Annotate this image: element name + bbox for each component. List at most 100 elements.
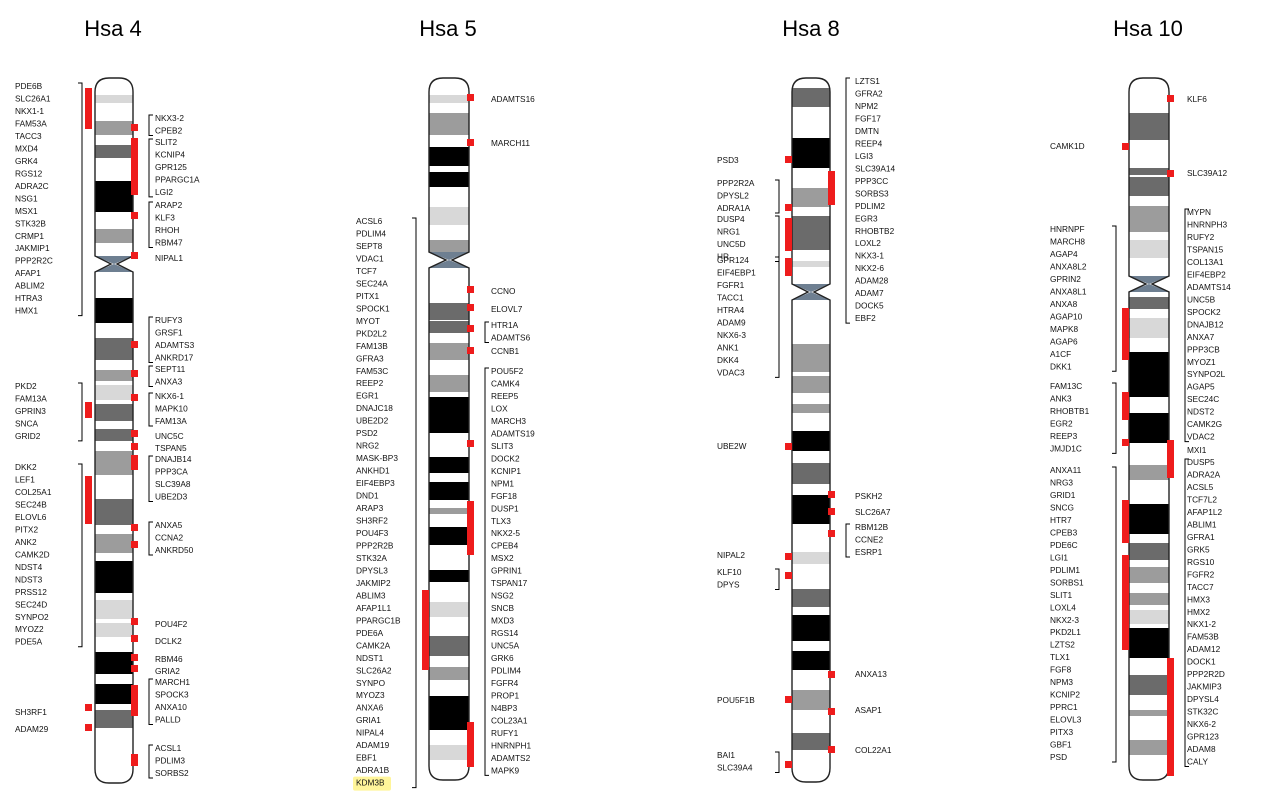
gene-label: JAKMIP1 (15, 243, 50, 253)
gene-label: SPOCK2 (1187, 307, 1221, 317)
chromosome-band (792, 344, 830, 372)
gene-label: SNCA (15, 418, 39, 428)
gene-group: TSPAN5 (155, 443, 187, 453)
chromosome-band (95, 229, 133, 243)
chromosome-band (1129, 740, 1169, 755)
gene-label: ADAM28 (855, 276, 889, 286)
gene-label: SEC24A (356, 278, 388, 288)
gene-label: TACC3 (15, 131, 42, 141)
gene-label: SNCG (1050, 502, 1074, 512)
gene-label: CCNA2 (155, 532, 184, 542)
locus-marker (131, 124, 138, 131)
gene-label: RGS14 (491, 628, 519, 638)
gene-label: HMX1 (15, 306, 38, 316)
gene-label: ANXA5 (155, 520, 183, 530)
chromosome-band (1129, 177, 1169, 196)
gene-label: DPYS (717, 579, 740, 589)
locus-span (467, 501, 474, 555)
gene-group: NKX3-2 CPEB2 (148, 113, 184, 136)
chromosome-band (792, 690, 830, 710)
gene-label: MXD4 (15, 143, 38, 153)
gene-label: COL23A1 (491, 715, 528, 725)
chromosome-band (429, 508, 469, 514)
chromosome-band (1129, 710, 1169, 716)
gene-label: SYNPO (356, 678, 386, 688)
gene-label: ADAMTS14 (1187, 282, 1231, 292)
locus-span (1167, 658, 1174, 776)
chromosome-band (95, 181, 133, 212)
gene-group: MYPN HNRNPH3 RUFY2 TSPAN15 COL13A1 EIF4EBP2 AD… (1184, 207, 1231, 443)
gene-label: MYOZ1 (1187, 357, 1216, 367)
gene-label: POU5F1B (717, 695, 755, 705)
gene-label: PITX3 (1050, 727, 1073, 737)
gene-label: ADAM19 (356, 740, 390, 750)
gene-label: UBE2W (717, 441, 747, 451)
gene-label: EIF4EBP2 (1187, 269, 1226, 279)
gene-label: NIPAL2 (717, 550, 745, 560)
gene-label: DUSP5 (1187, 457, 1215, 467)
gene-label: CAMK4 (491, 378, 520, 388)
locus-marker (1122, 439, 1129, 446)
gene-group: DKK2 LEF1 COL25A1 SEC24B ELOVL6 PITX2 ANK2 CAMK… (15, 462, 83, 648)
gene-label: DOCK5 (855, 301, 884, 311)
gene-group: SLIT2 KCNIP4 GPR125 PPARGC1A LGI2 (148, 137, 200, 198)
gene-label: REEP2 (356, 378, 384, 388)
gene-label: UBE2D3 (155, 491, 188, 501)
gene-label: TCF7 (356, 266, 377, 276)
gene-group: DUSP5 ADRA2A ACSL5 TCF7L2 AFAP1L2 ABLIM1 GFRA1… (1184, 457, 1225, 768)
gene-label: ADAM29 (15, 724, 49, 734)
chromosome-body (1128, 77, 1170, 781)
gene-label: ANXA11 (1050, 465, 1082, 475)
chromosome-band (429, 527, 469, 545)
gene-label: ADAM12 (1187, 644, 1221, 654)
chromosome-band (95, 429, 133, 441)
chromosome-band (792, 216, 830, 250)
gene-label: MARCH11 (491, 138, 530, 148)
gene-label: AGAP5 (1187, 382, 1215, 392)
locus-marker (828, 708, 835, 715)
gene-label: AGAP6 (1050, 336, 1078, 346)
gene-label: STK32B (15, 218, 46, 228)
chromosome-band (95, 710, 133, 728)
gene-group: MARCH1 SPOCK3 ANXA10 PALLD (148, 677, 190, 725)
gene-label: POU5F2 (491, 366, 524, 376)
centromere (95, 264, 133, 272)
gene-bracket (845, 523, 850, 558)
gene-label: UNC5B (1187, 294, 1216, 304)
gene-label: JMJD1C (1050, 443, 1082, 453)
gene-label: ADAM9 (717, 317, 746, 327)
gene-label: LOX (491, 403, 508, 413)
gene-label: ADAMTS16 (491, 94, 535, 104)
gene-label: KCNIP1 (491, 466, 521, 476)
chromosome-band (95, 145, 133, 158)
gene-label: CAMK2A (356, 640, 391, 650)
gene-label: STK32C (1187, 707, 1218, 717)
locus-span (85, 88, 92, 124)
locus-marker (131, 524, 138, 531)
gene-group: PKD2 FAM13A GPRIN3 SNCA GRID2 (15, 381, 83, 442)
gene-label: EIF4EBP1 (717, 267, 756, 277)
gene-label: DKK1 (1050, 361, 1072, 371)
gene-bracket (148, 744, 153, 779)
locus-marker (828, 508, 835, 515)
gene-label: ANXA7 (1187, 332, 1215, 342)
centromere (792, 292, 830, 300)
locus-marker (85, 122, 92, 129)
gene-label: RUFY3 (155, 315, 183, 325)
gene-group: HNRNPF MARCH8 AGAP4 ANXA8L2 GPRIN2 ANXA8L1 ANX… (1050, 224, 1117, 372)
locus-marker (828, 746, 835, 753)
gene-label: PPARGC1B (356, 615, 401, 625)
chromosome-band (1129, 567, 1169, 583)
gene-label: RGS12 (15, 168, 43, 178)
gene-label: SNCB (491, 603, 515, 613)
chromosome-band (95, 600, 133, 619)
gene-label: NKX3-1 (855, 251, 884, 261)
gene-label: MYOT (356, 316, 380, 326)
gene-label: ANKRD17 (155, 352, 194, 362)
gene-label: HNRNPH3 (1187, 219, 1227, 229)
gene-label: ABLIM3 (356, 590, 386, 600)
gene-label: TLX1 (1050, 652, 1070, 662)
gene-label: GBF1 (1050, 740, 1072, 750)
gene-label: HMX2 (1187, 607, 1210, 617)
locus-marker (131, 665, 138, 672)
